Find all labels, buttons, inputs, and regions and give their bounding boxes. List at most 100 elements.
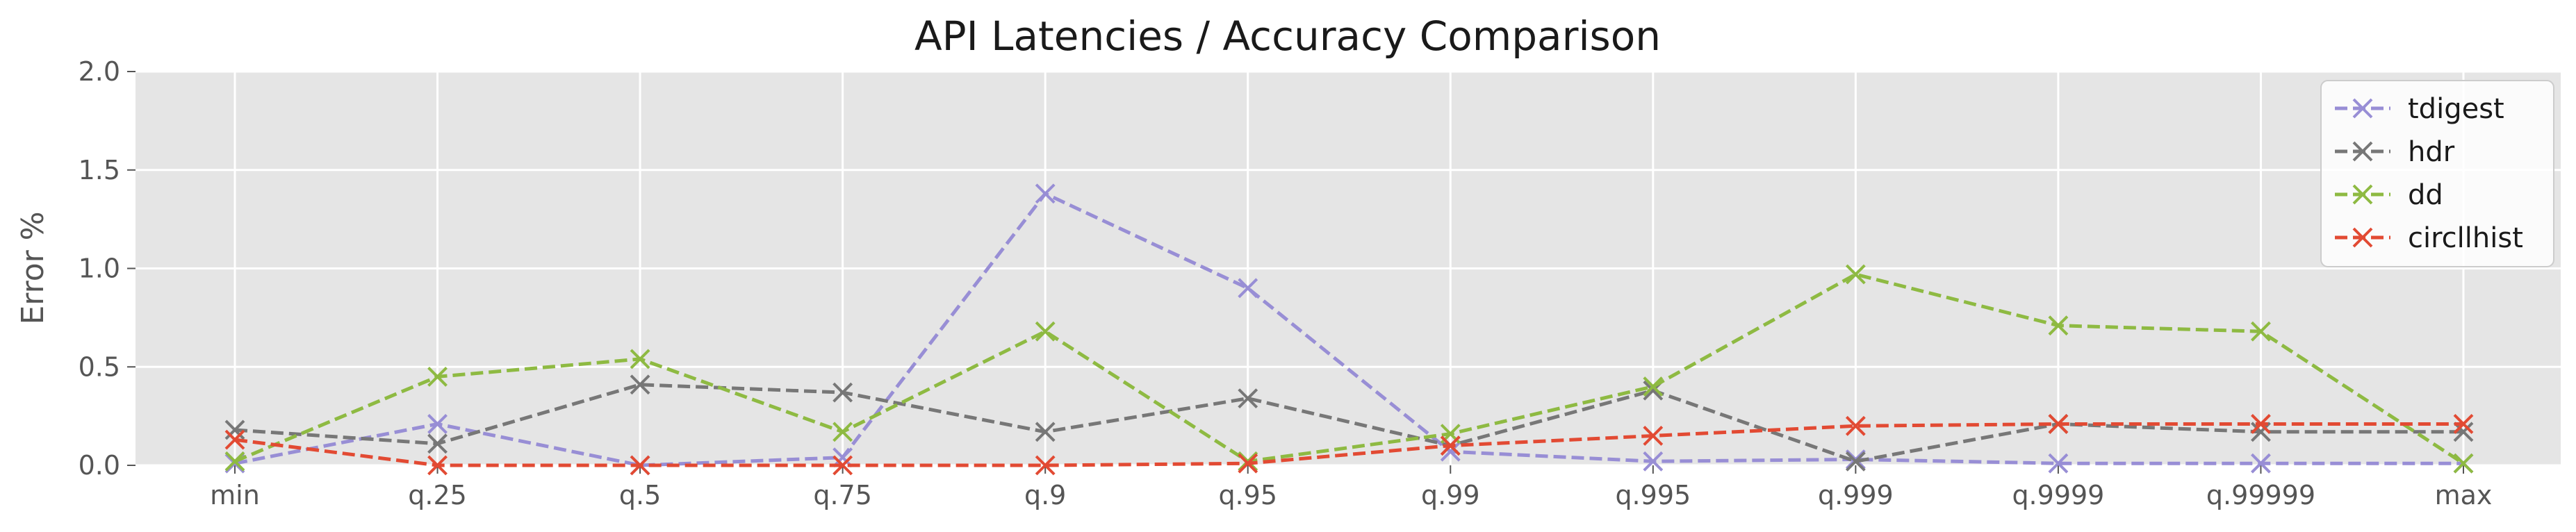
data-point-dd — [1643, 376, 1664, 397]
marker-stroke — [832, 422, 853, 442]
data-point-circllhist — [427, 455, 448, 476]
marker-stroke — [1035, 183, 1056, 204]
marker-stroke — [1643, 376, 1664, 397]
data-point-circllhist — [1440, 435, 1461, 456]
x-tick-label: q.25 — [408, 480, 467, 510]
data-point-hdr — [224, 419, 245, 440]
chart-title: API Latencies / Accuracy Comparison — [914, 13, 1661, 60]
x-tick-label: q.5 — [619, 480, 661, 510]
x-axis: min q.25 q.5 q.75 q.9 q.95 q.99 q.995 q.999 q.999… — [210, 465, 2492, 510]
marker-stroke — [224, 451, 245, 472]
x-tick-label: max — [2435, 480, 2493, 510]
legend-item-tdigest: tdigest — [2335, 93, 2504, 125]
marker-stroke — [1643, 451, 1664, 472]
y-tick-label: 1.0 — [79, 253, 120, 284]
data-point-dd — [2453, 453, 2474, 474]
marker-stroke — [1035, 455, 1056, 476]
marker-stroke — [224, 429, 245, 450]
series-line-dd — [234, 272, 2465, 465]
data-point-tdigest — [1643, 451, 1664, 472]
x-tick-label: q.95 — [1218, 480, 1277, 510]
marker-stroke — [2251, 422, 2271, 442]
marker-stroke — [1643, 426, 1664, 446]
marker-stroke — [427, 414, 448, 434]
y-tick-label: 2.0 — [79, 56, 120, 87]
marker-stroke — [224, 419, 245, 440]
marker-stroke — [2048, 453, 2069, 474]
marker-stroke — [1440, 441, 1461, 462]
series-line-circllhist — [234, 422, 2463, 467]
marker-stroke — [630, 455, 650, 476]
marker-stroke — [1238, 388, 1258, 409]
data-point-circllhist — [630, 455, 650, 476]
series-layer — [224, 183, 2474, 476]
data-point-circllhist — [1035, 455, 1056, 476]
marker-stroke — [1845, 264, 1866, 285]
legend-label: tdigest — [2408, 93, 2504, 125]
marker-stroke — [630, 349, 650, 369]
marker-stroke — [1035, 321, 1056, 342]
y-tick-label: 0.5 — [79, 351, 120, 382]
series-dd — [224, 264, 2474, 474]
x-tick-label: q.75 — [813, 480, 872, 510]
data-point-circllhist — [832, 455, 853, 476]
data-point-dd — [630, 349, 650, 369]
legend-marker — [2352, 227, 2373, 248]
marker-stroke — [2048, 414, 2069, 434]
x-tick-label: q.999 — [1818, 480, 1894, 510]
marker-stroke — [2251, 321, 2271, 342]
data-point-circllhist — [1238, 453, 1258, 474]
data-point-dd — [832, 422, 853, 442]
data-point-circllhist — [224, 429, 245, 450]
marker-stroke — [2251, 453, 2271, 474]
data-point-tdigest — [2048, 453, 2069, 474]
marker-stroke — [2453, 414, 2474, 434]
data-point-dd — [427, 367, 448, 387]
marker-stroke — [2453, 453, 2474, 474]
y-tick-label: 0.0 — [79, 450, 120, 481]
data-point-dd — [1845, 264, 1866, 285]
marker-stroke — [1845, 415, 1866, 436]
data-point-circllhist — [2453, 414, 2474, 434]
data-point-hdr — [2453, 422, 2474, 442]
data-point-tdigest — [1845, 449, 1866, 469]
y-axis-label: Error % — [15, 211, 51, 324]
marker-stroke — [2251, 414, 2271, 434]
legend-box — [2320, 80, 2554, 267]
x-tick-label: q.9999 — [2012, 480, 2104, 510]
data-point-tdigest — [1238, 278, 1258, 299]
series-line-hdr — [234, 383, 2463, 463]
marker-stroke — [832, 447, 853, 468]
series-line-tdigest — [234, 191, 2463, 467]
marker-stroke — [1035, 422, 1056, 442]
marker-stroke — [630, 374, 650, 395]
y-tick-label: 1.5 — [79, 155, 120, 185]
data-point-tdigest — [427, 414, 448, 434]
marker-stroke — [832, 455, 853, 476]
legend-item-hdr: hdr — [2335, 136, 2455, 168]
data-point-hdr — [427, 433, 448, 454]
data-point-hdr — [1845, 451, 1866, 472]
data-point-tdigest — [1035, 183, 1056, 204]
x-tick-label: q.99 — [1421, 480, 1480, 510]
data-point-circllhist — [2048, 414, 2069, 434]
legend-marker — [2352, 141, 2373, 162]
data-point-hdr — [1035, 422, 1056, 442]
legend-marker — [2352, 98, 2373, 119]
marker-stroke — [832, 382, 853, 403]
x-tick-label: q.99999 — [2206, 480, 2315, 510]
data-point-circllhist — [1845, 415, 1866, 436]
series-circllhist — [224, 414, 2474, 476]
marker-stroke — [1238, 451, 1258, 472]
marker-stroke — [2453, 422, 2474, 442]
legend-label: circllhist — [2408, 222, 2523, 254]
marker-stroke — [1238, 453, 1258, 474]
legend-item-dd: dd — [2335, 179, 2443, 211]
marker-stroke — [1440, 435, 1461, 456]
data-point-circllhist — [1643, 426, 1664, 446]
x-tick-label: q.9 — [1024, 480, 1066, 510]
x-tick-label: q.995 — [1615, 480, 1691, 510]
legend-item-circllhist: circllhist — [2335, 222, 2523, 254]
data-point-dd — [1238, 451, 1258, 472]
